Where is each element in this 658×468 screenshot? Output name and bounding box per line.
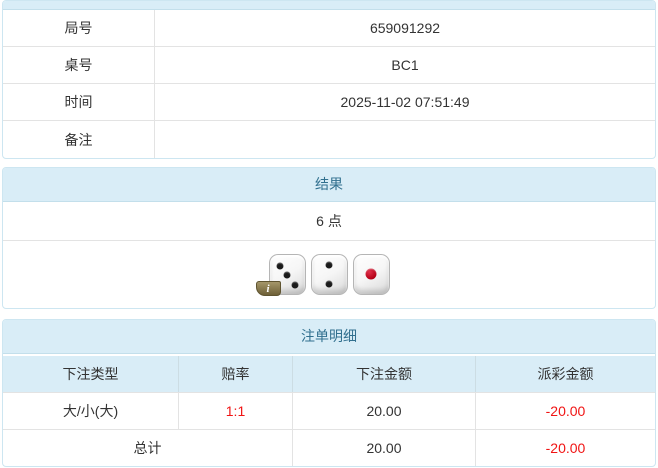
total-label: 总计 bbox=[3, 430, 293, 466]
die-2-value-2 bbox=[310, 254, 348, 295]
result-points-row: 6 点 bbox=[3, 202, 655, 241]
die-pip bbox=[325, 280, 333, 288]
total-bet-amount: 20.00 bbox=[293, 430, 476, 466]
bet-type-value: 大/小(大) bbox=[3, 393, 179, 429]
column-header-payout-amount: 派彩金额 bbox=[537, 366, 594, 382]
bet-amount-value: 20.00 bbox=[293, 393, 476, 429]
bet-table-header-row: 下注类型 赔率 下注金额 派彩金额 bbox=[3, 356, 655, 392]
remark-value bbox=[155, 121, 655, 158]
bet-table-row: 大/小(大) 1:1 20.00 -20.00 bbox=[3, 392, 655, 429]
die-pip bbox=[325, 261, 333, 269]
bet-details-title: 注单明细 bbox=[3, 320, 655, 354]
die-1-value-3: i bbox=[255, 254, 306, 296]
column-header-bet-type: 下注类型 bbox=[3, 356, 179, 392]
game-info-panel: 局号 659091292 桌号 BC1 时间 2025-11-02 07:51:… bbox=[2, 0, 656, 159]
payout-amount-value: -20.00 bbox=[545, 403, 586, 419]
total-payout-amount: -20.00 bbox=[545, 440, 586, 456]
bet-details-panel: 注单明细 下注类型 赔率 下注金额 派彩金额 大/小(大) 1:1 20.00 … bbox=[2, 319, 656, 467]
bet-details-table: 下注类型 赔率 下注金额 派彩金额 大/小(大) 1:1 20.00 -20.0… bbox=[3, 356, 655, 466]
dice-row: i bbox=[3, 241, 655, 308]
result-panel-title: 结果 bbox=[3, 168, 655, 202]
result-points-text: 6 点 bbox=[316, 213, 342, 229]
bet-table-total-row: 总计 20.00 -20.00 bbox=[3, 429, 655, 466]
table-row-remark: 备注 bbox=[3, 121, 655, 158]
odds-value: 1:1 bbox=[179, 393, 293, 429]
game-number-value: 659091292 bbox=[369, 20, 441, 36]
info-badge-icon[interactable]: i bbox=[255, 281, 281, 296]
game-info-table: 局号 659091292 桌号 BC1 时间 2025-11-02 07:51:… bbox=[3, 10, 655, 158]
time-value: 2025-11-02 07:51:49 bbox=[340, 94, 470, 110]
die-pip bbox=[365, 268, 377, 280]
game-number-label: 局号 bbox=[3, 10, 155, 46]
die-pip bbox=[283, 271, 291, 279]
table-row-game-number: 局号 659091292 bbox=[3, 10, 655, 47]
dice-strip: i bbox=[255, 254, 390, 296]
die-pip bbox=[291, 281, 299, 289]
column-header-odds: 赔率 bbox=[179, 356, 293, 392]
die-3-value-1 bbox=[352, 254, 390, 295]
table-row-time: 时间 2025-11-02 07:51:49 bbox=[3, 84, 655, 121]
game-info-panel-heading bbox=[3, 1, 655, 10]
result-panel: 结果 6 点 i bbox=[2, 167, 656, 309]
column-header-bet-amount: 下注金额 bbox=[293, 356, 476, 392]
table-number-value: BC1 bbox=[391, 57, 419, 73]
remark-label: 备注 bbox=[3, 121, 155, 158]
die-pip bbox=[276, 262, 284, 270]
time-label: 时间 bbox=[3, 84, 155, 120]
table-number-label: 桌号 bbox=[3, 47, 155, 83]
table-row-table-number: 桌号 BC1 bbox=[3, 47, 655, 84]
